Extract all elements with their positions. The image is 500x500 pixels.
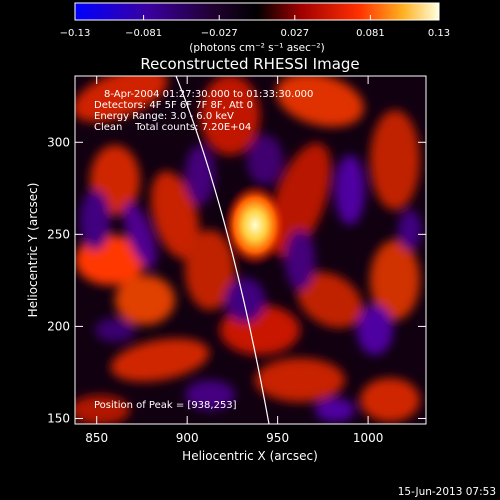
chart-title: Reconstructed RHESSI Image (140, 55, 359, 73)
info-block: 8-Apr-2004 01:27:30.000 to 01:33:30.000 … (94, 89, 313, 411)
colorbar-units-label: (photons cm⁻² s⁻¹ asec⁻²) (189, 42, 324, 54)
y-tick-label: 250 (47, 227, 70, 241)
peak-position-text: Position of Peak = [938,253] (94, 400, 237, 411)
colorbar-ticks: −0.13 −0.081 −0.027 0.027 0.081 0.13 (60, 15, 450, 39)
detectors-text: Detectors: 4F 5F 6F 7F 8F, Att 0 (94, 100, 253, 111)
colorbar-tick-label: 0.081 (356, 28, 385, 39)
colorbar-tick-label: 0.027 (280, 28, 309, 39)
x-tick-label: 1000 (353, 431, 384, 445)
x-tick-label: 950 (266, 431, 289, 445)
time-range-text: 8-Apr-2004 01:27:30.000 to 01:33:30.000 (104, 89, 313, 100)
heatmap-image (75, 76, 426, 424)
clean-counts-text: Clean Total counts: 7.20E+04 (94, 122, 251, 133)
footer-timestamp: 15-Jun-2013 07:53 (398, 486, 496, 498)
plot-frame (74, 75, 427, 425)
colorbar-tick-label: −0.081 (125, 28, 162, 39)
y-axis-label: Heliocentric Y (arcsec) (26, 183, 40, 318)
x-axis-ticks: 850 900 950 1000 (85, 76, 383, 445)
x-tick-label: 900 (176, 431, 199, 445)
peak-source (223, 183, 287, 267)
colorbar-tick-label: −0.13 (60, 28, 91, 39)
y-tick-label: 300 (47, 135, 70, 149)
y-axis-ticks: 150 200 250 300 (47, 135, 426, 425)
colorbar-tick-label: 0.13 (428, 28, 450, 39)
colorbar: −0.13 −0.081 −0.027 0.027 0.081 0.13 (photons… (60, 2, 450, 54)
solar-limb-line (175, 76, 270, 424)
y-tick-label: 150 (47, 411, 70, 425)
colorbar-gradient (74, 2, 440, 21)
y-tick-label: 200 (47, 319, 70, 333)
x-axis-label: Heliocentric X (arcsec) (182, 449, 318, 463)
colorbar-tick-label: −0.027 (201, 28, 238, 39)
x-tick-label: 850 (85, 431, 108, 445)
energy-range-text: Energy Range: 3.0 - 6.0 keV (94, 111, 234, 122)
